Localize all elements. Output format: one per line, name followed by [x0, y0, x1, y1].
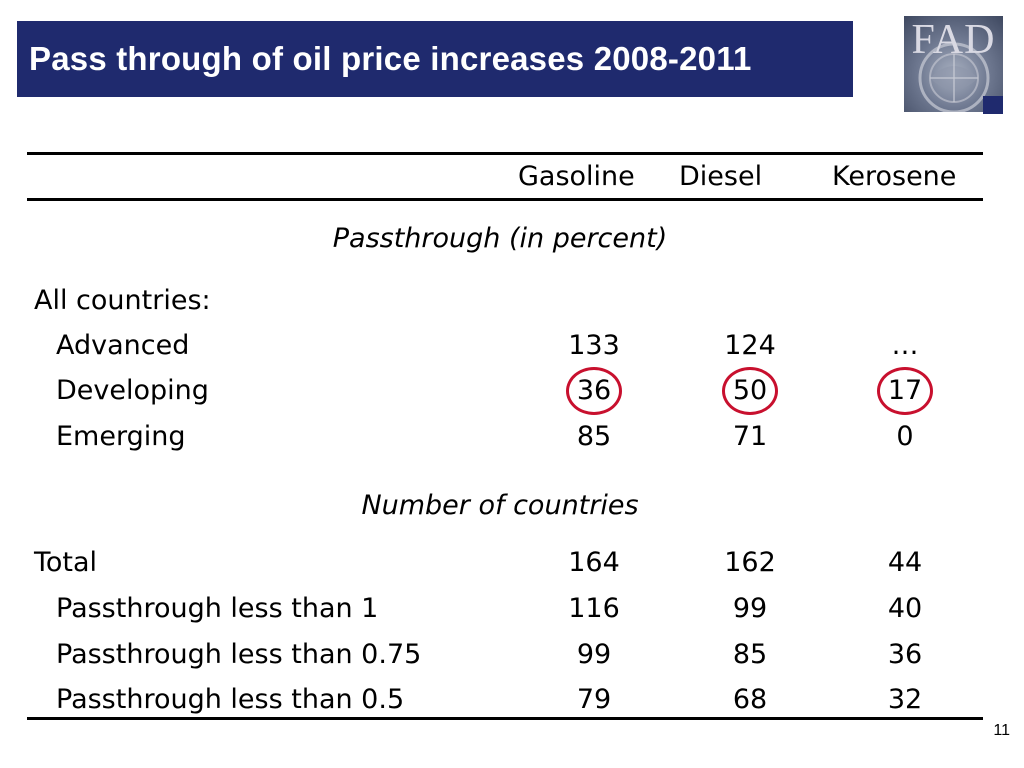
row-label-less-than-0-5: Passthrough less than 0.5	[56, 684, 405, 715]
cell-lt1-diesel: 99	[732, 593, 768, 624]
column-header-diesel: Diesel	[679, 161, 763, 192]
imf-seal-icon	[918, 42, 990, 112]
row-label-advanced: Advanced	[56, 330, 190, 361]
row-label-less-than-1: Passthrough less than 1	[56, 593, 379, 624]
table-header-rule	[27, 198, 983, 201]
logo-text: FAD	[911, 17, 996, 63]
cell-emerging-diesel: 71	[732, 421, 768, 452]
fad-logo: FAD	[904, 16, 1003, 112]
cell-lt1-kerosene: 40	[887, 593, 923, 624]
cell-advanced-diesel: 124	[724, 330, 776, 361]
cell-total-gasoline: 164	[568, 547, 620, 578]
title-bar: Pass through of oil price increases 2008…	[17, 21, 853, 97]
cell-lt075-gasoline: 99	[576, 639, 612, 670]
row-label-less-than-0-75: Passthrough less than 0.75	[56, 639, 422, 670]
cell-lt05-diesel: 68	[732, 684, 768, 715]
cell-lt075-diesel: 85	[732, 639, 768, 670]
column-header-kerosene: Kerosene	[832, 161, 957, 192]
passthrough-table: Gasoline Diesel Kerosene Passthrough (in…	[27, 152, 983, 722]
cell-emerging-gasoline: 85	[576, 421, 612, 452]
cell-lt075-kerosene: 36	[887, 639, 923, 670]
cell-lt05-kerosene: 32	[887, 684, 923, 715]
logo-corner	[983, 96, 1003, 114]
highlight-circle-gasoline	[566, 367, 622, 415]
column-header-gasoline: Gasoline	[518, 161, 635, 192]
cell-total-diesel: 162	[724, 547, 776, 578]
table-top-rule	[27, 152, 983, 155]
highlight-circle-diesel	[722, 367, 778, 415]
group-label-all-countries: All countries:	[34, 285, 211, 316]
row-label-developing: Developing	[56, 375, 209, 406]
slide-title: Pass through of oil price increases 2008…	[29, 40, 752, 77]
cell-lt1-gasoline: 116	[568, 593, 620, 624]
cell-advanced-kerosene: …	[891, 330, 919, 361]
cell-emerging-kerosene: 0	[896, 421, 914, 452]
table-bottom-rule	[27, 717, 983, 720]
cell-total-kerosene: 44	[887, 547, 923, 578]
row-label-total: Total	[34, 547, 98, 578]
page-number: 11	[993, 722, 1010, 739]
cell-advanced-gasoline: 133	[568, 330, 620, 361]
highlight-circle-kerosene	[877, 367, 933, 415]
section-heading-number-of-countries: Number of countries	[361, 490, 639, 521]
section-heading-passthrough: Passthrough (in percent)	[332, 223, 668, 254]
cell-lt05-gasoline: 79	[576, 684, 612, 715]
row-label-emerging: Emerging	[56, 421, 186, 452]
